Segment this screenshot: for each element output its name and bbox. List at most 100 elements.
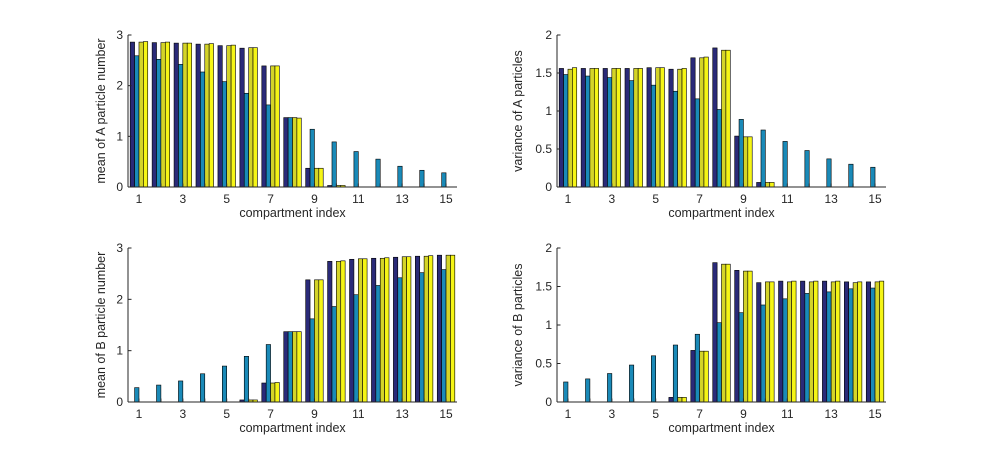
bar-series-2-compartment-11 — [782, 141, 788, 188]
bar-series-4-compartment-8 — [296, 331, 302, 403]
bar-series-2-compartment-3 — [178, 380, 184, 403]
bar-series-2-compartment-8 — [287, 331, 293, 403]
bar-series-1-compartment-11 — [349, 258, 355, 403]
y-axis-label: variance of A particles — [511, 50, 525, 172]
x-tick-label: 7 — [267, 192, 274, 206]
bar-series-3-compartment-11 — [357, 258, 363, 403]
y-tick-label: 1 — [545, 318, 552, 332]
bar-series-1-compartment-8 — [712, 262, 718, 403]
y-tick-label: 0 — [545, 395, 552, 409]
bar-series-4-compartment-7 — [274, 382, 280, 403]
bar-series-3-compartment-12 — [808, 281, 814, 403]
bar-series-4-compartment-7 — [274, 65, 280, 188]
x-tick-label: 1 — [565, 407, 572, 421]
bar-series-3-compartment-12 — [379, 257, 385, 403]
bar-series-2-compartment-4 — [200, 71, 206, 188]
bar-series-3-compartment-14 — [852, 282, 858, 403]
bar-series-3-compartment-11 — [786, 281, 792, 403]
bar-series-4-compartment-9 — [747, 136, 753, 188]
bar-series-4-compartment-14 — [428, 255, 434, 403]
bar-series-3-compartment-6 — [677, 397, 683, 403]
bar-series-2-compartment-8 — [716, 109, 722, 188]
bar-series-3-compartment-8 — [721, 49, 727, 188]
bar-series-2-compartment-4 — [200, 373, 206, 403]
bar-series-3-compartment-14 — [423, 255, 429, 403]
bar-series-4-compartment-1 — [143, 41, 149, 188]
x-tick-label: 13 — [824, 192, 838, 206]
bar-series-2-compartment-3 — [607, 77, 613, 188]
y-tick-label: 0.5 — [535, 142, 552, 156]
bar-series-1-compartment-13 — [822, 280, 828, 403]
x-tick-label: 13 — [395, 192, 409, 206]
bar-series-2-compartment-3 — [607, 373, 613, 403]
bar-series-3-compartment-7 — [699, 57, 705, 188]
bar-series-1-compartment-4 — [624, 68, 630, 188]
bar-series-2-compartment-2 — [585, 378, 591, 403]
bar-series-2-compartment-5 — [222, 365, 227, 403]
bar-series-1-compartment-2 — [580, 68, 586, 188]
bar-series-3-compartment-6 — [677, 68, 683, 188]
y-tick-label: 1 — [116, 344, 123, 358]
y-tick-label: 2 — [545, 28, 552, 42]
bar-series-1-compartment-7 — [261, 65, 267, 188]
x-tick-label: 9 — [740, 407, 747, 421]
x-axis-label: compartment index — [668, 421, 775, 435]
bar-series-4-compartment-2 — [164, 41, 170, 188]
x-tick-label: 15 — [868, 192, 882, 206]
bar-series-1-compartment-12 — [800, 280, 806, 403]
bar-series-2-compartment-13 — [826, 291, 832, 403]
bar-series-2-compartment-11 — [782, 298, 788, 403]
x-tick-label: 11 — [352, 192, 365, 206]
bar-series-1-compartment-6 — [668, 68, 674, 188]
bar-series-2-compartment-7 — [265, 344, 271, 403]
bar-series-4-compartment-9 — [318, 279, 324, 403]
bar-series-3-compartment-9 — [314, 279, 320, 403]
bar-series-2-compartment-15 — [870, 166, 876, 188]
bar-series-4-compartment-4 — [208, 43, 214, 188]
x-tick-label: 11 — [781, 407, 794, 421]
bar-series-3-compartment-10 — [765, 182, 771, 188]
bar-series-4-compartment-6 — [681, 68, 687, 188]
bar-series-2-compartment-5 — [651, 355, 656, 403]
y-tick-label: 2 — [545, 241, 552, 255]
bar-series-4-compartment-13 — [406, 256, 412, 403]
bar-series-4-compartment-2 — [593, 68, 599, 188]
bar-series-2-compartment-9 — [738, 312, 744, 403]
bar-series-1-compartment-14 — [844, 281, 850, 403]
bar-series-3-compartment-9 — [743, 270, 749, 403]
x-tick-label: 1 — [565, 192, 572, 206]
bar-series-4-compartment-12 — [384, 257, 390, 403]
bar-series-3-compartment-13 — [830, 281, 836, 403]
y-tick-label: 1.5 — [535, 66, 552, 80]
y-axis-label: variance of B particles — [511, 264, 525, 387]
bar-series-3-compartment-1 — [567, 68, 573, 188]
bar-series-2-compartment-6 — [672, 90, 678, 188]
bar-series-3-compartment-15 — [874, 281, 880, 403]
bar-series-3-compartment-7 — [270, 382, 276, 403]
bar-series-2-compartment-12 — [804, 293, 810, 403]
bar-series-3-compartment-10 — [336, 261, 342, 403]
bar-series-2-compartment-15 — [870, 287, 876, 403]
bar-series-4-compartment-13 — [835, 280, 841, 403]
bar-series-1-compartment-9 — [305, 167, 311, 188]
bar-series-3-compartment-8 — [721, 263, 727, 403]
bar-series-2-compartment-2 — [156, 384, 162, 403]
x-axis-label: compartment index — [668, 206, 775, 220]
bar-series-3-compartment-9 — [743, 136, 749, 188]
bar-series-4-compartment-7 — [703, 350, 709, 403]
bar-series-2-compartment-9 — [309, 318, 315, 403]
bar-series-3-compartment-5 — [226, 45, 232, 188]
bar-series-1-compartment-1 — [558, 68, 564, 188]
bar-series-4-compartment-15 — [879, 280, 885, 403]
bar-series-1-compartment-11 — [778, 280, 784, 403]
x-tick-label: 13 — [824, 407, 838, 421]
bar-series-1-compartment-10 — [756, 182, 762, 188]
x-tick-label: 1 — [136, 407, 143, 421]
bar-series-3-compartment-13 — [401, 256, 407, 403]
bar-series-2-compartment-15 — [441, 172, 447, 188]
bar-series-3-compartment-1 — [138, 41, 144, 188]
bar-series-2-compartment-11 — [353, 151, 359, 188]
